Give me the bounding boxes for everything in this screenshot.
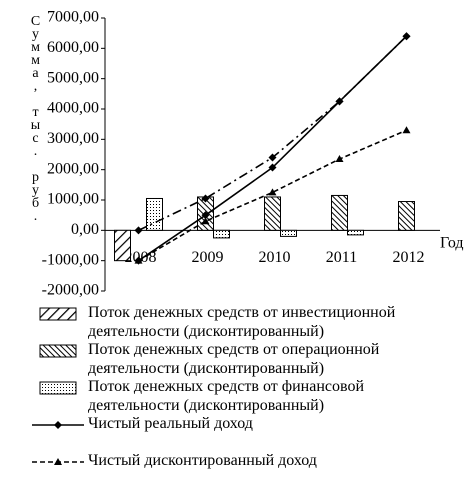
bar [398,201,415,231]
marker [402,32,411,41]
y-tick-label: -2000,00 [42,282,99,299]
y-tick-label: -1000,00 [42,251,99,268]
legend-label: Поток денежных средств от финансовой дея… [88,378,364,414]
bar [114,229,131,262]
x-tick-label: 2010 [259,249,291,266]
legend-item: Чистый дисконтированный доход [30,451,450,488]
legend-label: Чистый дисконтированный доход [88,452,317,469]
marker [201,211,210,220]
x-tick-label: 2012 [393,249,425,266]
y-tick-label: 4000,00 [47,100,99,117]
marker [54,421,62,429]
bar [213,229,230,239]
y-tick-label: 0,00 [71,221,99,238]
legend-swatch [39,307,77,321]
legend-swatch [39,344,77,358]
y-tick-label: 2000,00 [47,160,99,177]
legend-label: Поток денежных средств от операционной д… [88,341,380,377]
marker [201,217,210,225]
bar [331,194,348,231]
legend-label: Поток денежных средств от инвестиционной… [88,304,396,340]
marker [201,194,210,203]
marker [335,155,344,163]
marker [54,458,62,465]
y-tick-label: 6000,00 [47,39,99,56]
bar [264,196,281,231]
legend-item: Поток денежных средств от инвестиционной… [30,303,450,340]
bar [280,229,297,237]
y-axis-title: Сумма, тыс. руб. [28,14,43,222]
legend-swatch [32,421,84,429]
x-axis-title: Год [440,235,464,252]
legend-item: Чистый реальный доход [30,414,450,451]
legend-box [39,381,77,395]
legend-item: Поток денежных средств от финансовой дея… [30,377,450,414]
legend-swatch [32,458,84,465]
legend-box [39,307,77,321]
marker [134,226,143,235]
legend-item: Поток денежных средств от операционной д… [30,340,450,377]
y-tick-label: 3000,00 [47,130,99,147]
chart: Год -2000,00 -1000,00 0,00 1000,00 2000,00 30… [42,9,464,299]
marker [268,163,277,172]
marker [402,126,411,134]
legend-swatch [39,381,77,395]
marker [134,256,143,264]
y-tick-label: 7000,00 [47,9,99,26]
legend-label: Чистый реальный доход [88,415,253,432]
legend-box [39,344,77,358]
y-tick-label: 5000,00 [47,69,99,86]
legend: Поток денежных средств от инвестиционной… [30,303,450,488]
x-tick-label: 2011 [326,249,357,266]
line [138,129,407,262]
y-tick-label: 1000,00 [47,191,99,208]
bar [347,229,364,236]
x-tick-label: 2009 [192,249,224,266]
marker [268,188,277,196]
bar [146,197,163,231]
marker [335,97,344,106]
marker [268,153,277,162]
